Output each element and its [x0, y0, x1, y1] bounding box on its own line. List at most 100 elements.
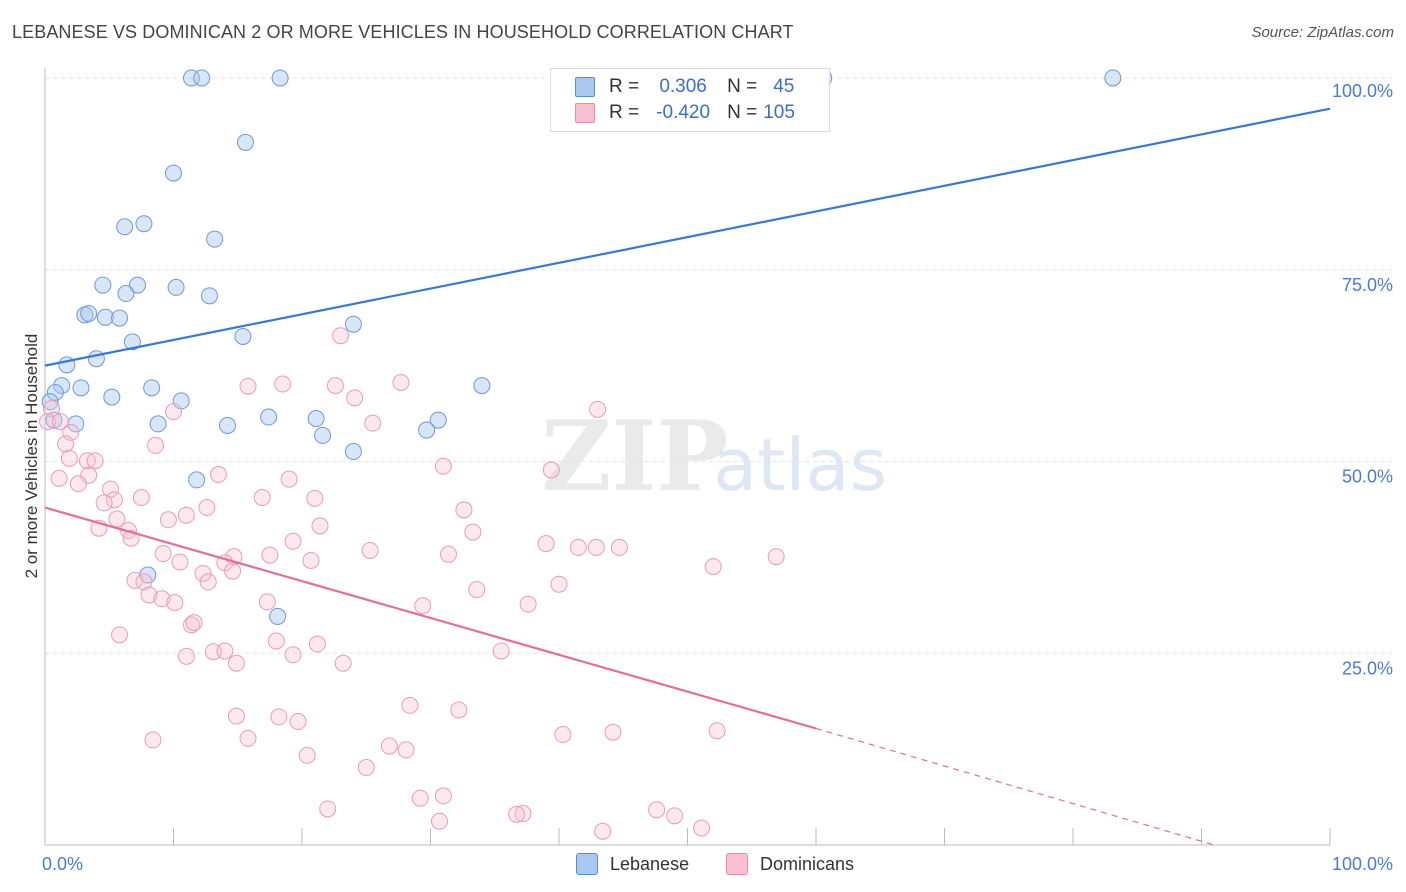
dominicans-point	[171, 553, 189, 571]
lebanese-point	[129, 276, 147, 294]
dominicans-point	[554, 726, 572, 744]
y-tick-label: 100.0%	[1332, 81, 1393, 101]
dominicans-point	[177, 647, 195, 665]
dominicans-point	[159, 511, 177, 529]
lebanese-point	[135, 215, 153, 233]
dominicans-point	[666, 807, 684, 825]
lebanese-point	[72, 379, 90, 397]
dominicans-point	[610, 538, 628, 556]
dominicans-point	[302, 551, 320, 569]
dominicans-point	[569, 538, 587, 556]
dominicans-point	[704, 558, 722, 576]
dominicans-point	[439, 545, 457, 563]
dominicans-point	[594, 822, 612, 840]
lebanese-point	[429, 411, 447, 429]
dominicans-point	[306, 489, 324, 507]
dominicans-point	[198, 499, 216, 517]
dominicans-point	[450, 701, 468, 719]
dominicans-r-value: -0.420	[656, 102, 711, 123]
lebanese-point	[165, 164, 182, 182]
dominicans-point	[50, 469, 68, 487]
dominicans-point	[267, 632, 285, 650]
dominicans-point	[708, 722, 726, 740]
lebanese-point	[80, 304, 98, 322]
dominicans-point	[464, 523, 482, 541]
dominicans-point	[519, 595, 537, 613]
dominicans-point	[147, 436, 165, 454]
dominicans-point	[361, 541, 379, 559]
dominicans-point	[455, 501, 473, 519]
dominicans-point	[411, 789, 429, 807]
lebanese-point	[149, 415, 167, 433]
lebanese-point	[344, 443, 362, 461]
lebanese-point	[307, 410, 325, 428]
dominicans-point	[492, 642, 510, 660]
dominicans-n-value: 105	[763, 102, 795, 123]
dominicans-point	[261, 546, 279, 564]
bottom-legend-lebanese: Lebanese	[576, 852, 689, 876]
dominicans-point	[334, 654, 352, 672]
lebanese-point	[200, 287, 218, 305]
dominicans-point	[326, 377, 344, 395]
lebanese-point	[96, 308, 114, 326]
lebanese-legend-swatch	[576, 853, 598, 875]
dominicans-point	[153, 590, 171, 608]
dominicans-point	[311, 517, 329, 535]
lebanese-point	[193, 69, 211, 87]
dominicans-point	[140, 586, 158, 604]
dominicans-point	[508, 805, 526, 823]
lebanese-r-value: 0.306	[659, 76, 707, 97]
dominicans-point	[434, 787, 452, 805]
correlation-legend: R = 0.306 N = 45 R = -0.420 N = 105	[550, 68, 830, 132]
lebanese-point	[167, 278, 185, 296]
dominicans-point	[274, 375, 292, 393]
dominicans-point	[332, 327, 350, 345]
dominicans-point	[542, 461, 560, 479]
dominicans-point	[42, 400, 60, 418]
dominicans-point	[589, 400, 607, 418]
lebanese-point	[418, 421, 436, 439]
dominicans-point	[227, 654, 245, 672]
lebanese-point	[116, 218, 134, 236]
dominicans-point	[258, 593, 276, 611]
dominicans-point	[60, 449, 78, 467]
watermark-zip: ZIP	[541, 400, 728, 513]
dominicans-point	[144, 731, 162, 749]
dominicans-swatch	[575, 103, 595, 123]
dominicans-point	[392, 373, 410, 391]
lebanese-point	[143, 379, 161, 397]
dominicans-legend-label: Dominicans	[760, 853, 855, 874]
dominicans-point	[199, 573, 217, 591]
dominicans-point	[550, 575, 568, 593]
dominicans-point	[364, 414, 382, 432]
lebanese-trend-line	[44, 107, 1331, 367]
dominicans-point	[648, 801, 666, 819]
bottom-legend-dominicans: Dominicans	[726, 852, 854, 876]
dominicans-point	[693, 819, 711, 837]
lebanese-point	[269, 607, 287, 625]
dominicans-point	[357, 759, 375, 777]
dominicans-point	[587, 538, 605, 556]
dominicans-point	[430, 812, 448, 830]
lebanese-point	[271, 69, 289, 87]
dominicans-point	[95, 494, 113, 512]
lebanese-swatch	[575, 77, 595, 97]
lebanese-point	[344, 315, 362, 333]
lebanese-point	[182, 69, 200, 87]
dominicans-point	[227, 707, 245, 725]
n-label: N =	[727, 102, 758, 123]
dominicans-point	[514, 805, 532, 823]
dominicans-point	[194, 564, 212, 582]
dominicans-point	[185, 614, 203, 632]
lebanese-point	[94, 276, 112, 294]
dominicans-point	[166, 594, 184, 612]
n-label: N =	[727, 76, 758, 97]
r-label: R =	[609, 76, 640, 97]
lebanese-point	[103, 388, 121, 406]
watermark-atlas: atlas	[713, 423, 887, 507]
lebanese-point	[123, 333, 141, 351]
dominicans-trend-extension	[815, 727, 1215, 846]
dominicans-point	[105, 491, 123, 509]
dominicans-point	[284, 532, 302, 550]
